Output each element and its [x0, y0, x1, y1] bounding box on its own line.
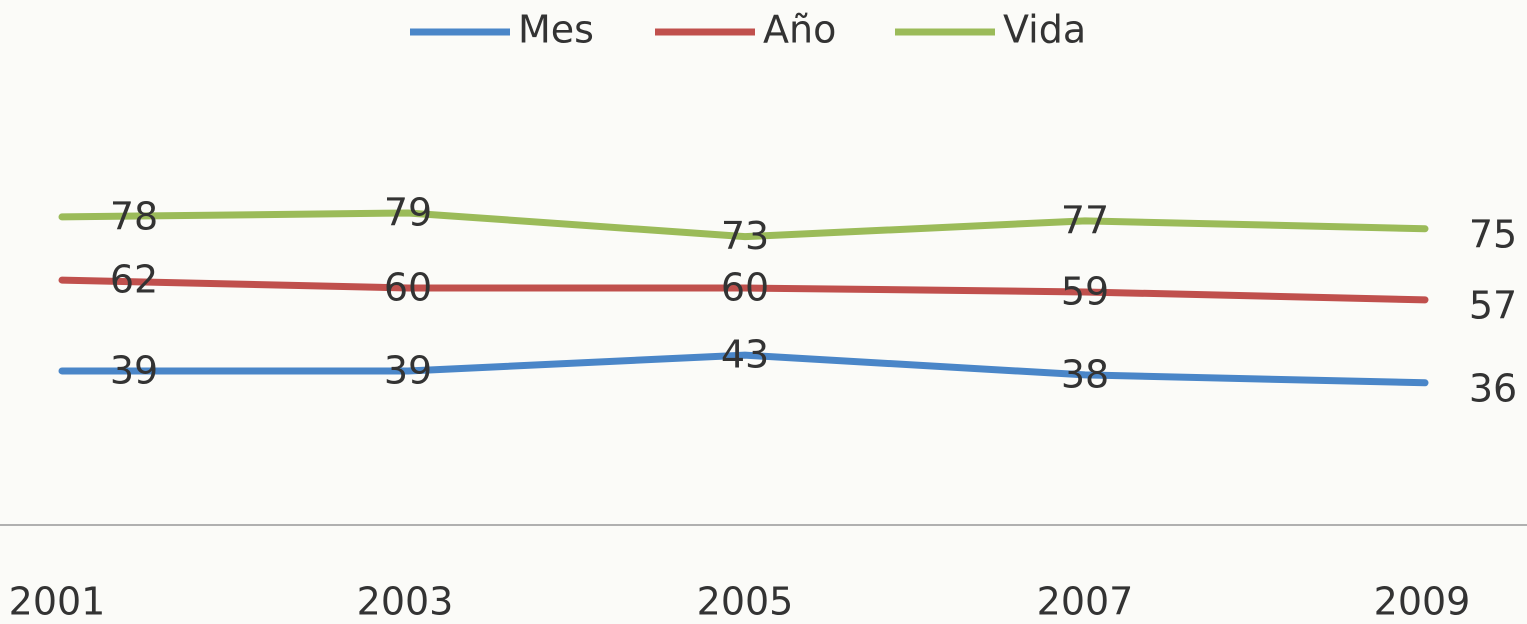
data-label: 75	[1469, 212, 1517, 256]
data-label: 77	[1061, 198, 1109, 242]
series-line	[58, 351, 1429, 387]
data-label: 78	[110, 194, 158, 238]
legend-label: Vida	[1003, 8, 1086, 52]
data-label: 59	[1061, 269, 1109, 313]
series-line	[58, 276, 1429, 304]
data-label: 57	[1469, 283, 1517, 327]
data-label: 39	[384, 348, 432, 392]
x-tick-label: 2009	[1374, 580, 1471, 624]
data-label: 60	[721, 266, 769, 310]
legend-label: Año	[763, 8, 836, 52]
data-label: 38	[1061, 352, 1109, 396]
data-label: 39	[110, 348, 158, 392]
x-tick-label: 2003	[357, 580, 454, 624]
data-label: 60	[384, 266, 432, 310]
data-label: 73	[721, 214, 769, 258]
data-label: 43	[721, 333, 769, 377]
series-line	[58, 209, 1429, 241]
legend-label: Mes	[518, 8, 594, 52]
x-tick-label: 2007	[1037, 580, 1134, 624]
data-label: 62	[110, 258, 158, 302]
x-tick-label: 2001	[9, 580, 106, 624]
data-label: 36	[1469, 366, 1517, 410]
data-label: 79	[384, 190, 432, 234]
x-tick-label: 2005	[697, 580, 794, 624]
